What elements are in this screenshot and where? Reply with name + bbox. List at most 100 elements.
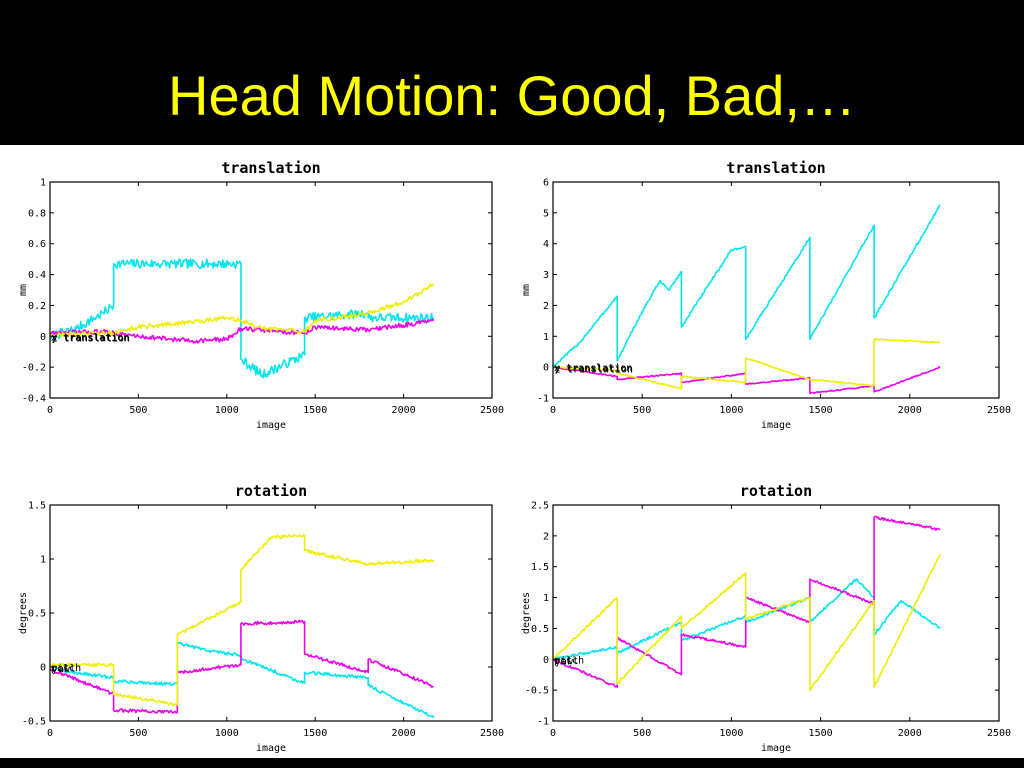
y-tick-label: 5 — [543, 208, 549, 219]
x-tick-label: 1500 — [303, 728, 327, 739]
chart-title: translation — [726, 159, 825, 177]
x-tick-label: 1000 — [215, 405, 239, 416]
x-tick-label: 500 — [633, 728, 651, 739]
y-tick-label: -1 — [537, 394, 549, 405]
y-tick-label: 0.2 — [28, 301, 46, 312]
y-axis-label: degrees — [521, 592, 532, 634]
chart-1: 0 500 1000 1500 2000 2500 -0.4 -0.2 0 0.2 0.4 0.6 0.… — [18, 159, 504, 431]
x-tick-label: 2500 — [480, 728, 504, 739]
chart-title: rotation — [740, 482, 812, 500]
x-tick-label: 500 — [129, 728, 147, 739]
y-tick-label: -0.5 — [525, 686, 549, 697]
x-axis-label: image — [256, 743, 286, 754]
y-tick-label: 0.8 — [28, 208, 46, 219]
x-tick-label: 2000 — [392, 405, 416, 416]
x-axis-label: image — [761, 420, 791, 431]
plot-frame — [552, 504, 1000, 722]
x-tick-label: 0 — [47, 728, 53, 739]
plot-frame — [552, 181, 1000, 399]
y-tick-label: 0 — [40, 332, 46, 343]
x-tick-label: 1500 — [809, 728, 833, 739]
x-tick-label: 2000 — [898, 405, 922, 416]
y-tick-label: -0.2 — [22, 363, 46, 374]
x-tick-label: 2000 — [898, 728, 922, 739]
legend-label: z translation — [52, 333, 130, 344]
y-tick-label: 0 — [543, 363, 549, 374]
y-tick-label: 1.5 — [531, 562, 549, 573]
series-line-1 — [50, 258, 435, 379]
x-tick-label: 1000 — [215, 728, 239, 739]
chart-title: rotation — [235, 482, 307, 500]
plot-frame — [49, 181, 493, 399]
series-line-2 — [50, 318, 435, 344]
legend-label: y translation — [51, 333, 129, 344]
legend-label: y translation — [554, 364, 632, 375]
slide-title: Head Motion: Good, Bad,… — [168, 64, 856, 127]
y-tick-label: 1.5 — [28, 501, 46, 512]
series-line-2 — [50, 619, 434, 714]
x-tick-label: 1000 — [719, 405, 743, 416]
legend-label: x translation — [554, 363, 632, 374]
x-axis-label: image — [761, 743, 791, 754]
chart-4: 0 500 1000 1500 2000 2500 -1 -0.5 0 0.5 1 1.5 2 2.5 ro… — [521, 482, 1011, 754]
y-tick-label: 0.5 — [531, 624, 549, 635]
y-tick-label: 1 — [40, 178, 46, 189]
y-tick-label: 2 — [543, 301, 549, 312]
y-tick-label: 1 — [543, 593, 549, 604]
bottom-bar — [0, 758, 1024, 768]
y-tick-label: 0 — [40, 663, 46, 674]
legend-label: yaw — [555, 656, 574, 667]
x-tick-label: 0 — [550, 405, 556, 416]
x-tick-label: 500 — [633, 405, 651, 416]
x-axis-label: image — [256, 420, 286, 431]
y-tick-label: 0.6 — [28, 239, 46, 250]
chart-2: 0 500 1000 1500 2000 2500-10123456translation… — [521, 159, 1011, 431]
y-tick-label: 4 — [543, 239, 549, 250]
y-tick-label: 1 — [543, 332, 549, 343]
chart-3: 0 500 1000 1500 2000 2500-0.500.511.5rotation… — [18, 482, 504, 754]
legend-label: roll — [51, 664, 75, 675]
legend-label: z translation — [555, 364, 633, 375]
y-tick-label: 3 — [543, 270, 549, 281]
x-tick-label: 1500 — [809, 405, 833, 416]
y-tick-label: 6 — [543, 178, 549, 189]
y-tick-label: 0.4 — [28, 270, 46, 281]
x-tick-label: 2500 — [987, 405, 1011, 416]
y-tick-label: -0.5 — [22, 717, 46, 728]
y-tick-label: -0.4 — [22, 394, 46, 405]
y-tick-label: 1 — [40, 555, 46, 566]
x-tick-label: 2500 — [480, 405, 504, 416]
legend-label: pitch — [51, 663, 81, 674]
y-tick-label: 2.5 — [531, 501, 549, 512]
x-tick-label: 2500 — [987, 728, 1011, 739]
y-tick-label: 0 — [543, 655, 549, 666]
y-tick-label: 2 — [543, 531, 549, 542]
legend-label: roll — [554, 656, 578, 667]
x-tick-label: 0 — [47, 405, 53, 416]
series-line-2 — [553, 366, 941, 395]
series-line-3 — [553, 338, 941, 390]
series-line-1 — [50, 641, 435, 719]
chart-title: translation — [221, 159, 320, 177]
legend-label: x translation — [51, 332, 129, 343]
legend-label: pitch — [554, 655, 584, 666]
y-tick-label: 0.5 — [28, 609, 46, 620]
x-tick-label: 500 — [129, 405, 147, 416]
y-tick-label: -1 — [537, 717, 549, 728]
series-line-2 — [553, 515, 941, 688]
charts-canvas: 0 500 1000 1500 2000 2500-0.4-0.200.20.40.60.… — [18, 159, 1011, 754]
x-tick-label: 0 — [550, 728, 556, 739]
y-axis-label: mm — [18, 284, 29, 296]
legend-label: yaw — [52, 664, 71, 675]
y-axis-label: degrees — [18, 592, 29, 634]
series-line-3 — [50, 283, 435, 338]
x-tick-label: 1000 — [719, 728, 743, 739]
x-tick-label: 2000 — [392, 728, 416, 739]
title-bar — [0, 0, 1024, 145]
plot-area: 0 500 1000 1500 2000 2500 -0.4 -0.2 0 0.2 0.4 0.6 0.… — [0, 145, 1024, 758]
x-tick-label: 1500 — [303, 405, 327, 416]
series-line-3 — [553, 554, 941, 691]
series-line-3 — [50, 534, 435, 707]
y-axis-label: mm — [521, 284, 532, 296]
series-line-1 — [553, 204, 941, 368]
